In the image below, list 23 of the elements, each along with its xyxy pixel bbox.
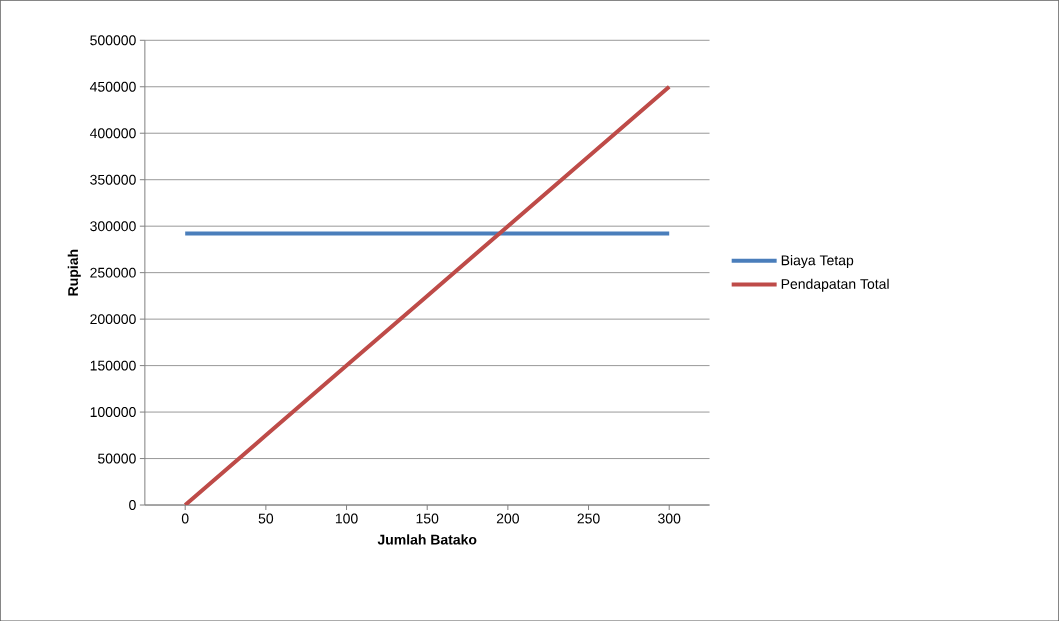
y-tick-label: 50000 <box>97 453 136 464</box>
x-tick-label: 50 <box>258 513 274 524</box>
x-tick-label: 250 <box>577 513 600 524</box>
y-tick-label: 500000 <box>90 35 136 46</box>
x-axis-title: Jumlah Batako <box>377 534 477 545</box>
x-tick-label: 300 <box>658 513 681 524</box>
y-tick-label: 100000 <box>90 406 136 417</box>
y-tick-label: 350000 <box>90 174 136 185</box>
y-tick-label: 400000 <box>89 128 136 139</box>
y-tick-label: 0 <box>129 499 136 510</box>
y-tick-label: 250000 <box>90 267 136 278</box>
y-axis-title: Rupiah <box>67 249 81 296</box>
legend-label: Biaya Tetap <box>781 254 854 268</box>
y-tick-label: 300000 <box>90 221 136 232</box>
legend-label: Pendapatan Total <box>781 278 889 292</box>
y-tick-label: 150000 <box>90 360 136 371</box>
x-tick-label: 150 <box>416 513 439 524</box>
x-tick-label: 200 <box>496 513 519 524</box>
line-series <box>183 84 672 505</box>
y-tick-label: 450000 <box>89 81 136 92</box>
x-tick-label: 0 <box>181 513 189 524</box>
y-tick-label: 200000 <box>90 314 136 324</box>
x-tick-label: 100 <box>335 513 358 524</box>
